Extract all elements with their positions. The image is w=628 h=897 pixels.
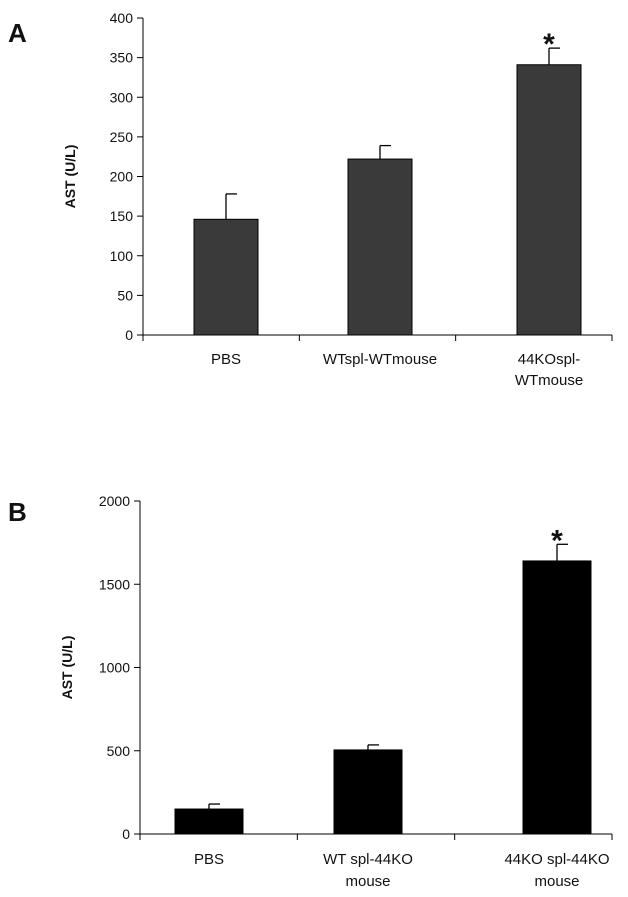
y-tick-label: 1500 — [99, 576, 130, 592]
y-tick-label: 350 — [110, 50, 134, 66]
category-label: mouse — [534, 873, 579, 890]
category-label: mouse — [345, 873, 390, 890]
significance-marker: * — [551, 524, 563, 557]
category-label: PBS — [211, 351, 241, 368]
y-tick-label: 300 — [110, 89, 134, 105]
panel-letter: B — [8, 497, 27, 527]
y-tick-label: 50 — [117, 287, 133, 303]
category-label: WT spl-44KO — [323, 851, 413, 868]
y-tick-label: 1000 — [99, 660, 130, 676]
chart-panel-b: B 0 500 1000 1500 2000 AST (U/L) PBS WT spl-44KO… — [8, 493, 613, 890]
chart-panel-a: A 0 50 100 150 200 250 300 350 400 AST (U/L) PBS WTs… — [8, 10, 613, 389]
y-tick-label: 0 — [125, 327, 133, 343]
category-label: 44KO spl-44KO — [504, 851, 609, 868]
category-label: 44KOspl- — [518, 351, 581, 368]
panel-letter: A — [8, 18, 27, 48]
bar — [516, 64, 582, 336]
category-label: PBS — [194, 851, 224, 868]
bar — [522, 560, 592, 835]
y-tick-label: 2000 — [99, 493, 130, 509]
significance-marker: * — [543, 28, 555, 61]
y-tick-label: 0 — [122, 826, 130, 842]
category-label: WTspl-WTmouse — [323, 351, 437, 368]
y-axis-label: AST (U/L) — [59, 636, 75, 700]
y-tick-label: 100 — [110, 248, 134, 264]
y-tick-label: 250 — [110, 129, 134, 145]
y-tick-label: 500 — [107, 743, 131, 759]
bar — [333, 749, 403, 835]
bar — [347, 158, 413, 336]
category-label: WTmouse — [515, 372, 583, 389]
bar — [174, 808, 244, 835]
bar — [193, 218, 259, 336]
y-tick-label: 150 — [110, 208, 134, 224]
y-tick-label: 400 — [110, 10, 134, 26]
y-axis-label: AST (U/L) — [62, 145, 78, 209]
y-tick-label: 200 — [110, 169, 134, 185]
